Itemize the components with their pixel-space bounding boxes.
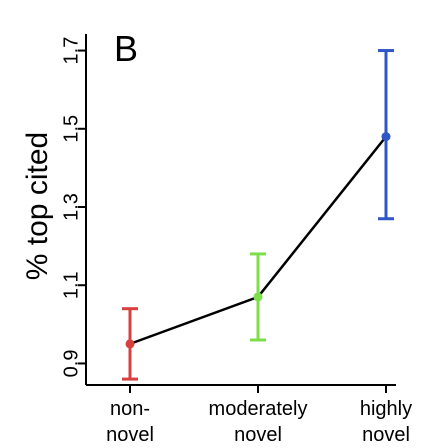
mean-point [125, 339, 135, 349]
x-ticks-group: non-novel moderately novel highly novel [106, 385, 412, 446]
y-tick-label: 1.7 [60, 37, 82, 65]
x-category-label-line1: non- [110, 398, 150, 420]
mean-point [381, 132, 391, 142]
y-ticks-group: 0.9 1.1 1.3 1.5 1.7 [60, 37, 86, 378]
y-axis-title: % top cited [21, 132, 54, 280]
x-category-label-line2: novel [362, 424, 410, 446]
y-tick-label: 1.5 [60, 115, 82, 143]
x-category-label-line1: moderately [209, 398, 308, 420]
x-category-label-line1: highly [360, 398, 412, 420]
panel-label: B [114, 28, 138, 69]
y-tick-label: 1.1 [60, 271, 82, 299]
axes-group [85, 34, 396, 386]
x-category-label-line2: novel [234, 424, 282, 446]
series-group [122, 49, 394, 381]
mean-point [253, 292, 263, 302]
x-category-label-line2: novel [106, 424, 154, 446]
y-tick-label: 1.3 [60, 193, 82, 221]
y-tick-label: 0.9 [60, 350, 82, 378]
